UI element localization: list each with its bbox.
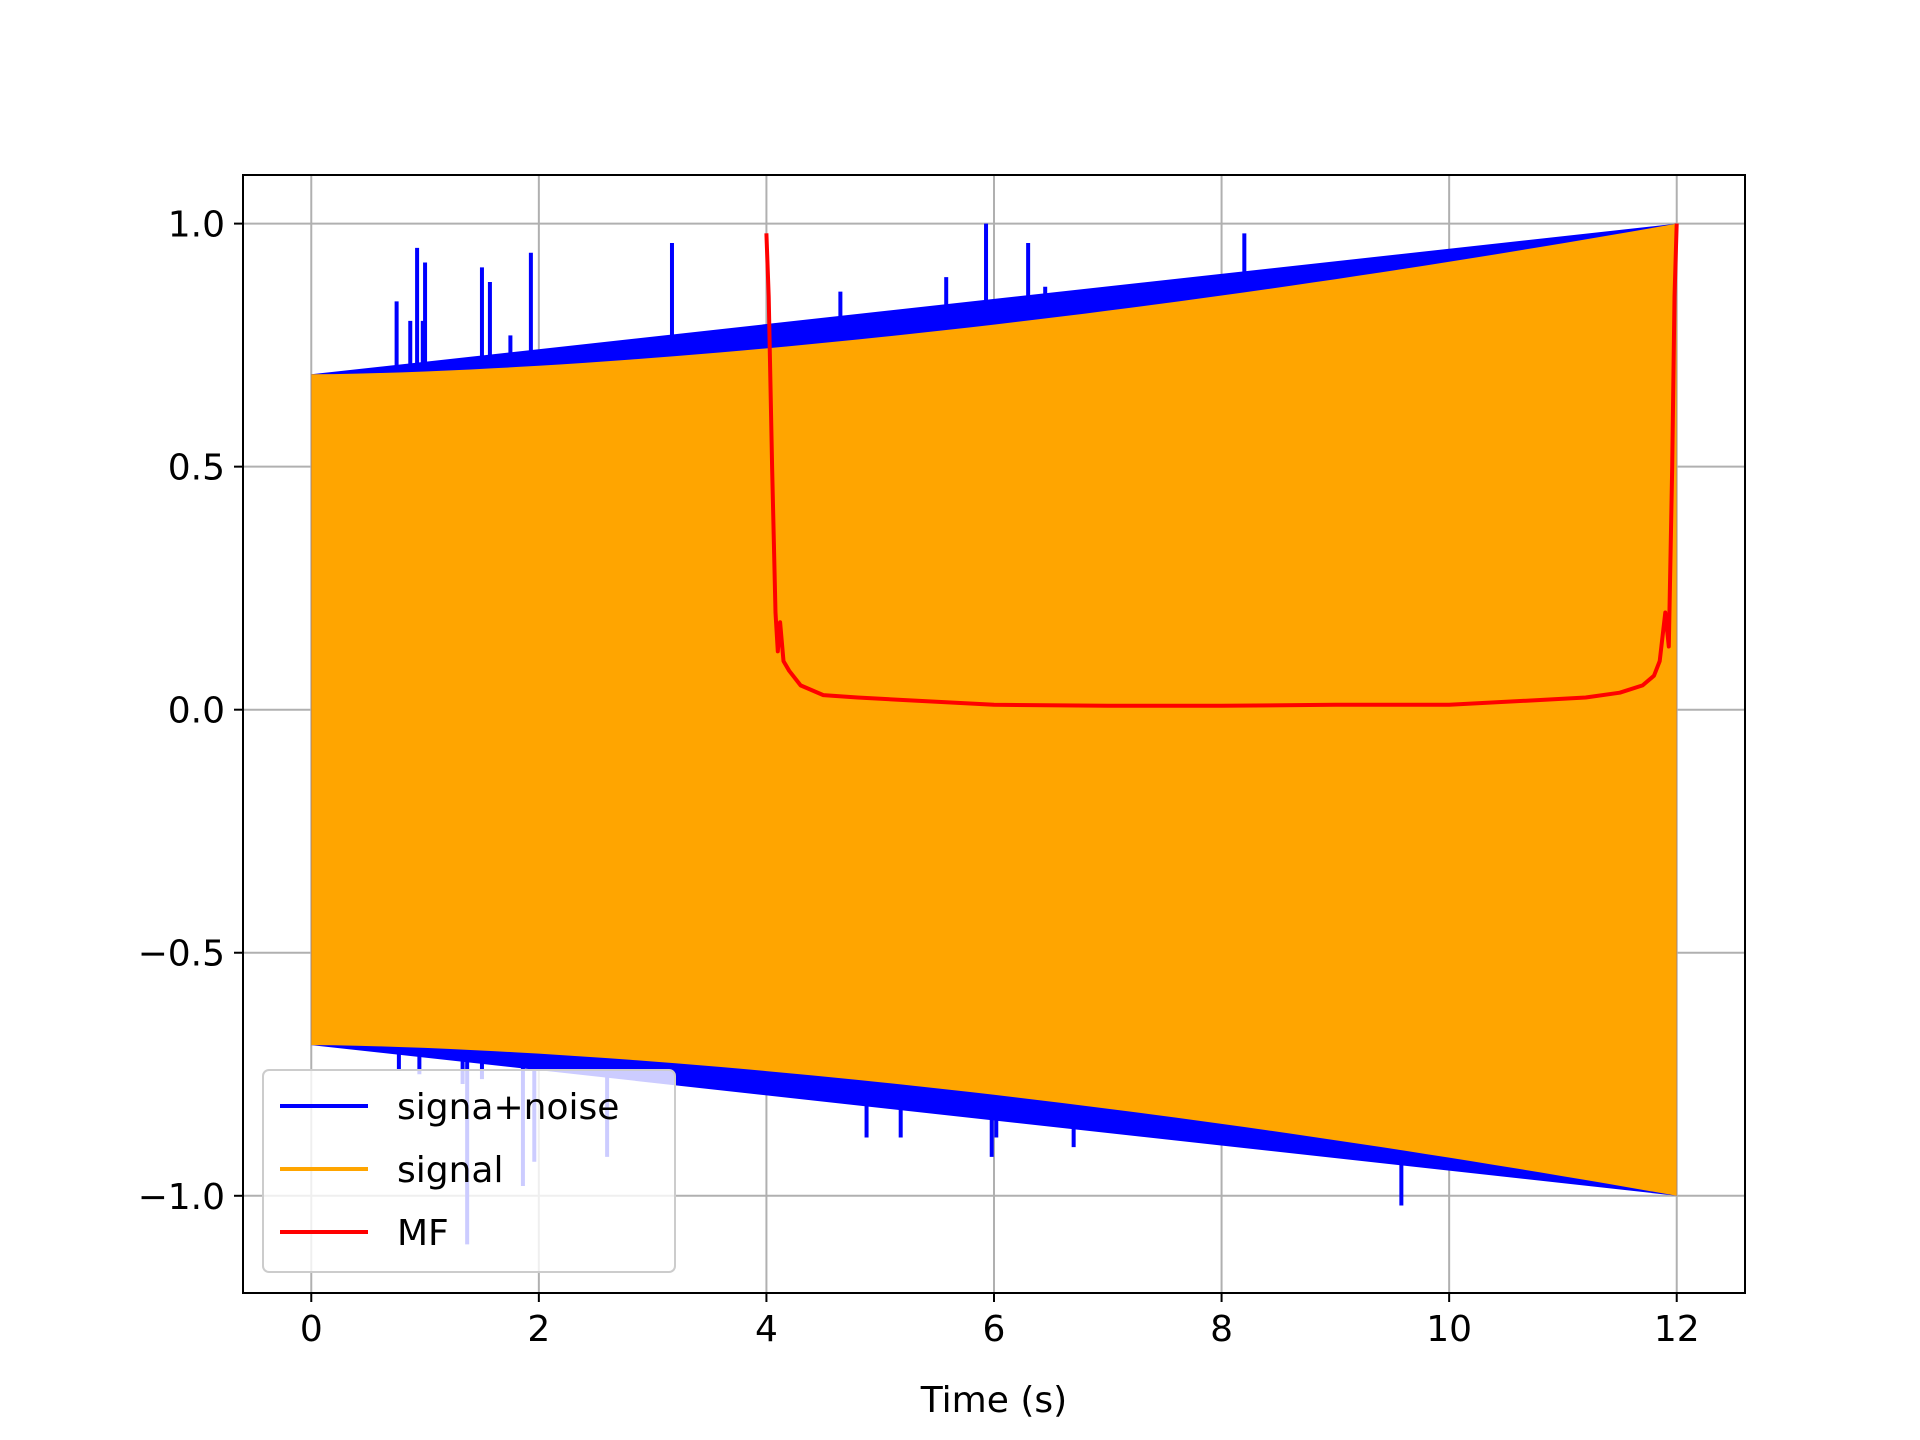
x-tick-label: 8 xyxy=(1210,1309,1233,1350)
y-tick-label: 1.0 xyxy=(168,205,225,246)
x-tick-label: 10 xyxy=(1426,1309,1472,1350)
y-tick-label: 0.5 xyxy=(168,448,225,489)
mf-line xyxy=(764,223,1679,708)
x-axis-label: Time (s) xyxy=(920,1380,1067,1421)
legend-label-mf: MF xyxy=(397,1213,449,1254)
legend-label-signal: signal xyxy=(397,1150,504,1191)
x-tick-label: 4 xyxy=(755,1309,778,1350)
x-tick-label: 6 xyxy=(983,1309,1006,1350)
legend-label-signal-noise: signa+noise xyxy=(397,1087,619,1128)
x-tick-label: 0 xyxy=(300,1309,323,1350)
axis-ticks: 0 2 4 6 8 10 12 −1.0 −0.5 0.0 0.5 1.0 xyxy=(138,205,1700,1350)
y-tick-label: −1.0 xyxy=(138,1177,225,1218)
y-tick-label: −0.5 xyxy=(138,934,225,975)
y-tick-label: 0.0 xyxy=(168,691,225,732)
x-tick-label: 2 xyxy=(527,1309,550,1350)
legend: signa+noise signal MF xyxy=(262,1069,676,1273)
legend-frame xyxy=(262,1069,676,1273)
signal-band xyxy=(311,223,1677,1196)
plot-series xyxy=(311,223,1679,1245)
x-tick-label: 12 xyxy=(1654,1309,1700,1350)
